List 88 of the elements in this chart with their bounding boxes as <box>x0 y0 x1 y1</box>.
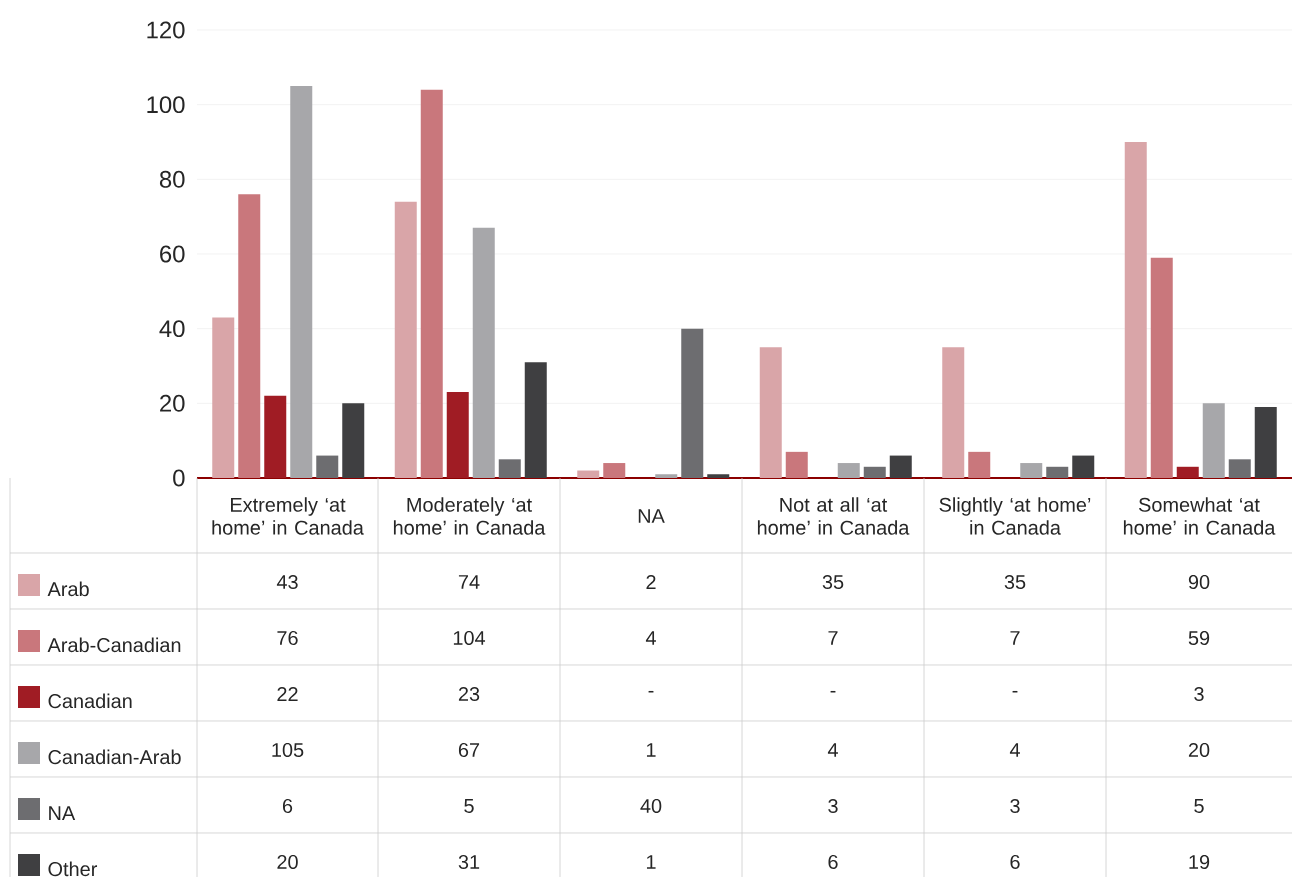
data-label: 76 <box>277 630 298 646</box>
bar <box>472 227 495 478</box>
bar <box>264 395 287 478</box>
data-label: 20 <box>1188 742 1210 758</box>
bar <box>681 328 704 478</box>
data-label: 35 <box>1004 574 1026 590</box>
data-label: 22 <box>277 687 298 701</box>
y-tick-label: 20 <box>160 394 185 412</box>
data-label: 2 <box>646 575 656 589</box>
bar <box>1072 455 1095 478</box>
x-tick-label: Extremely ‘at home’ in Canada <box>212 497 364 535</box>
data-label: 3 <box>828 798 838 814</box>
data-label: 31 <box>458 854 480 870</box>
x-tick-label: Somewhat ‘at home’ in Canada <box>1123 497 1276 535</box>
text: - <box>830 690 836 693</box>
x-tick-label: NA <box>638 509 665 523</box>
bar <box>889 455 912 478</box>
legend-label: Arab-Canadian <box>47 637 181 653</box>
legend-label: Canadian-Arab <box>48 749 181 765</box>
data-label: 20 <box>277 854 298 870</box>
bar <box>655 474 678 478</box>
bar <box>577 470 600 478</box>
data-label: 1 <box>646 743 656 757</box>
bar <box>785 451 808 478</box>
data-label: 74 <box>458 575 480 589</box>
y-tick-label: 0 <box>173 469 185 487</box>
bar <box>1150 257 1173 478</box>
bar <box>1228 459 1251 478</box>
y-tick-label: 100 <box>147 96 185 114</box>
data-label: 104 <box>453 630 486 646</box>
bar <box>837 463 860 478</box>
x-tick-label: Not at all ‘at home’ in Canada <box>757 497 910 535</box>
data-label: 90 <box>1188 574 1210 590</box>
bar <box>863 466 886 478</box>
data-label: 40 <box>640 798 662 814</box>
bar <box>1020 463 1043 478</box>
bar <box>1124 141 1147 478</box>
y-tick-label: 120 <box>147 21 185 39</box>
data-label: 7 <box>1010 631 1020 645</box>
text: - <box>648 690 654 693</box>
data-label: 4 <box>645 631 656 645</box>
data-label: 67 <box>458 742 480 758</box>
data-label: 59 <box>1188 630 1210 646</box>
bar <box>212 317 235 478</box>
data-label: 4 <box>1009 743 1020 757</box>
data-label: 35 <box>822 574 844 590</box>
bar <box>446 392 469 478</box>
bar <box>1202 403 1225 478</box>
y-tick-label: 60 <box>160 245 185 263</box>
y-tick-label: 40 <box>159 320 185 338</box>
data-label: 43 <box>276 574 298 590</box>
data-label: 6 <box>828 854 838 870</box>
bar <box>394 201 417 478</box>
legend-label: Canadian <box>48 693 132 709</box>
data-label: 7 <box>828 631 838 645</box>
data-label: 3 <box>1010 798 1020 814</box>
bar <box>238 194 261 478</box>
bar <box>316 455 339 478</box>
text: - <box>1012 690 1018 693</box>
x-tick-label: Slightly ‘at home’ in Canada <box>939 497 1091 535</box>
bar <box>942 347 965 478</box>
data-label: 105 <box>272 742 304 758</box>
legend-label: Arab <box>47 581 89 597</box>
legend-label: Other <box>48 861 98 877</box>
bar <box>1176 466 1199 478</box>
data-label: 6 <box>282 798 293 814</box>
bar <box>1046 466 1069 478</box>
data-label: 5 <box>464 799 474 813</box>
bar <box>968 451 991 478</box>
bar <box>420 89 443 478</box>
data-label: 23 <box>458 686 480 702</box>
data-label: 1 <box>646 855 656 869</box>
data-label: 3 <box>1194 686 1204 702</box>
bar <box>603 463 626 478</box>
legend-label: NA <box>49 806 76 820</box>
data-label: 4 <box>827 743 838 757</box>
bar <box>498 459 521 478</box>
bar <box>707 474 730 478</box>
bar <box>1254 407 1277 478</box>
data-label: 19 <box>1189 854 1210 870</box>
y-tick-label: 80 <box>159 170 185 188</box>
data-label: 6 <box>1010 854 1020 870</box>
bar <box>524 362 547 478</box>
data-label: 5 <box>1194 799 1204 813</box>
x-tick-label: Moderately ‘at home’ in Canada <box>393 497 546 535</box>
bar <box>290 85 313 478</box>
bar <box>759 347 782 478</box>
bar <box>342 403 365 478</box>
